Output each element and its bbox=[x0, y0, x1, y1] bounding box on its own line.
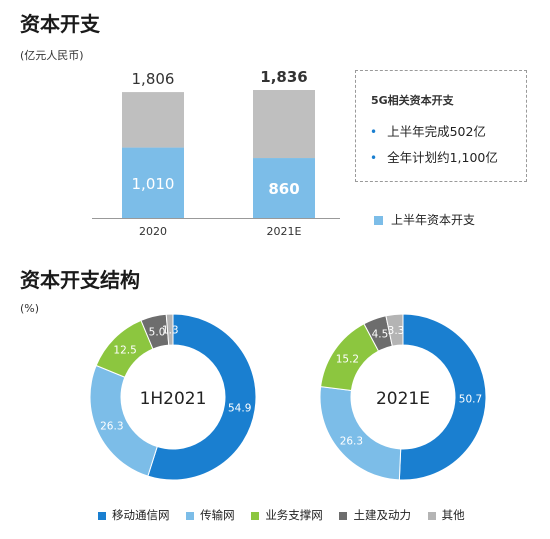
donut-slice bbox=[147, 313, 257, 481]
legend-item-business-support: 业务支撑网 bbox=[251, 507, 323, 523]
donut-center-label: 1H2021 bbox=[140, 389, 207, 409]
5g-capex-note-box: 5G相关资本开支 • 上半年完成502亿 • 全年计划约1,100亿 bbox=[355, 70, 527, 182]
structure-title: 资本开支结构 bbox=[20, 268, 140, 292]
note-item: • 上半年完成502亿 bbox=[370, 119, 498, 145]
bar-total-label: 1,806 bbox=[132, 70, 175, 88]
donut-value-label: 26.3 bbox=[340, 436, 363, 448]
capex-bar-chart: 1,806 1,010 2020 1,836 860 2021E bbox=[92, 68, 340, 238]
capex-title: 资本开支 bbox=[20, 12, 100, 36]
legend-swatch bbox=[251, 511, 260, 520]
legend-label: 移动通信网 bbox=[112, 508, 170, 522]
bar-total-label: 1,836 bbox=[260, 68, 307, 86]
note-list: • 上半年完成502亿 • 全年计划约1,100亿 bbox=[370, 119, 498, 171]
note-title: 5G相关资本开支 bbox=[371, 94, 454, 107]
bar-total-segment bbox=[122, 92, 184, 148]
donut-value-label: 12.5 bbox=[113, 344, 136, 356]
legend-swatch bbox=[427, 511, 436, 520]
donut-value-label: 26.3 bbox=[100, 421, 123, 433]
legend-item-transmission: 传输网 bbox=[186, 507, 235, 523]
donut-value-label: 5.0 bbox=[149, 326, 166, 338]
donut-value-label: 15.2 bbox=[336, 354, 359, 366]
legend-item-civil-power: 土建及动力 bbox=[339, 507, 411, 523]
bullet-icon: • bbox=[370, 151, 378, 165]
legend-swatch bbox=[186, 511, 195, 520]
note-item-text: 全年计划约1,100亿 bbox=[387, 150, 498, 165]
bar-category-label: 2021E bbox=[267, 225, 302, 238]
donut-slice bbox=[385, 313, 404, 347]
donut-value-label: 4.5 bbox=[372, 329, 389, 341]
bar-value-label: 1,010 bbox=[132, 175, 175, 193]
donut-value-label: 3.3 bbox=[388, 325, 405, 337]
structure-unit-label: (%) bbox=[20, 302, 40, 315]
legend-item-mobile: 移动通信网 bbox=[98, 507, 170, 523]
legend-label: 土建及动力 bbox=[353, 508, 411, 522]
donut-value-label: 50.7 bbox=[459, 393, 482, 405]
legend-swatch bbox=[339, 511, 348, 520]
legend-label: 业务支撑网 bbox=[265, 508, 323, 522]
bar-total-segment bbox=[253, 90, 315, 159]
bar-half-year-segment bbox=[253, 158, 315, 218]
donut-legend: 移动通信网 传输网 业务支撑网 土建及动力 其他 bbox=[98, 507, 478, 523]
donut-slice bbox=[165, 313, 174, 346]
bar-legend: 上半年资本开支 bbox=[374, 211, 475, 228]
bar-category-label: 2020 bbox=[139, 225, 167, 238]
bullet-icon: • bbox=[370, 125, 378, 139]
legend-label: 其他 bbox=[441, 508, 465, 522]
note-item: • 全年计划约1,100亿 bbox=[370, 145, 498, 171]
donut-slice bbox=[398, 313, 487, 481]
legend-label: 传输网 bbox=[200, 508, 235, 522]
legend-label: 上半年资本开支 bbox=[391, 213, 476, 227]
bar-value-label: 860 bbox=[268, 180, 299, 198]
donut-value-label: 1.3 bbox=[162, 325, 179, 337]
legend-swatch bbox=[374, 216, 383, 225]
donut-value-label: 54.9 bbox=[228, 402, 251, 414]
legend-swatch bbox=[98, 511, 106, 520]
legend-item-other: 其他 bbox=[427, 507, 465, 523]
note-item-text: 上半年完成502亿 bbox=[387, 124, 486, 139]
donut-center-label: 2021E bbox=[376, 389, 430, 409]
bar-half-year-segment bbox=[122, 147, 184, 218]
capex-unit-label: (亿元人民币) bbox=[20, 49, 84, 62]
